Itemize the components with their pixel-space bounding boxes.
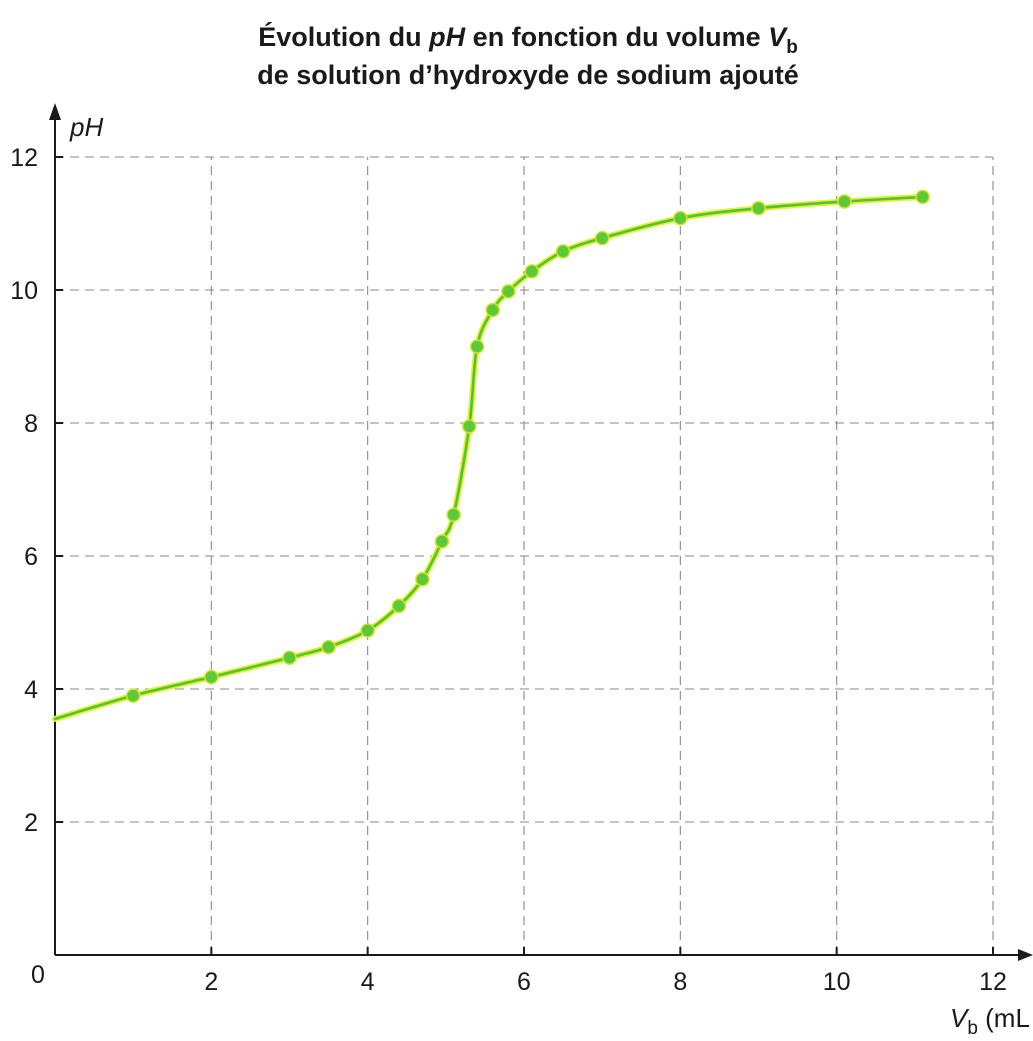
data-markers: [125, 189, 930, 703]
data-point: [501, 284, 516, 299]
data-point: [469, 339, 485, 354]
data-point: [485, 302, 500, 318]
curve-line: [53, 195, 924, 721]
data-point: [837, 194, 852, 209]
x-tick-label: 4: [361, 968, 375, 996]
data-point: [434, 534, 450, 549]
chart-title-line2: de solution d’hydroxyde de sodium ajouté: [257, 60, 799, 90]
data-point: [524, 264, 540, 279]
title-v-subscript: b: [786, 37, 798, 58]
x-tick-label: 6: [517, 968, 531, 996]
data-point: [915, 189, 930, 205]
title-mid: en fonction du volume: [465, 22, 768, 52]
data-point: [321, 639, 336, 655]
x-axis-label: Vb (mL: [950, 1003, 1030, 1039]
x-tick-label: 10: [823, 968, 851, 996]
grid: [55, 156, 994, 955]
x-tick-label: 12: [979, 968, 1007, 996]
title-ph: pH: [428, 22, 465, 52]
data-point: [594, 230, 610, 246]
data-point: [415, 572, 430, 587]
curve-outline: [52, 193, 926, 722]
y-tick-label: 2: [24, 809, 38, 837]
data-point: [751, 200, 766, 216]
x-tick-label: 8: [673, 968, 687, 996]
title-prefix: Évolution du: [258, 21, 429, 52]
y-axis-label: pH: [69, 112, 103, 142]
data-point: [360, 623, 375, 638]
origin-label: 0: [31, 961, 45, 989]
y-tick-label: 6: [24, 543, 38, 571]
x-label-v-symbol: V: [950, 1003, 970, 1033]
data-point: [125, 688, 141, 703]
data-point: [462, 419, 477, 434]
x-tick-label: 2: [204, 968, 218, 996]
data-point: [446, 507, 461, 523]
axes: [49, 103, 1033, 961]
data-point: [673, 210, 688, 226]
data-point: [391, 598, 407, 614]
data-point: [555, 244, 571, 259]
x-label-unit: (mL: [978, 1003, 1030, 1033]
y-tick-labels: 2 4 6 8 10 12: [10, 144, 63, 837]
data-point: [204, 669, 219, 685]
titration-curve: [52, 193, 926, 722]
chart-title-line1: Évolution du pH en fonction du volume Vb: [258, 21, 798, 58]
y-tick-label: 10: [10, 277, 38, 305]
y-axis-arrow: [49, 103, 61, 120]
y-tick-label: 8: [24, 410, 38, 438]
y-tick-label: 12: [10, 144, 38, 172]
x-label-subscript: b: [967, 1018, 978, 1039]
y-tick-label: 4: [24, 676, 38, 704]
data-point: [282, 650, 297, 665]
title-v-symbol: V: [768, 22, 788, 52]
x-axis-arrow: [1018, 949, 1033, 961]
x-tick-labels: 2 4 6 8 10 12: [204, 947, 1007, 996]
